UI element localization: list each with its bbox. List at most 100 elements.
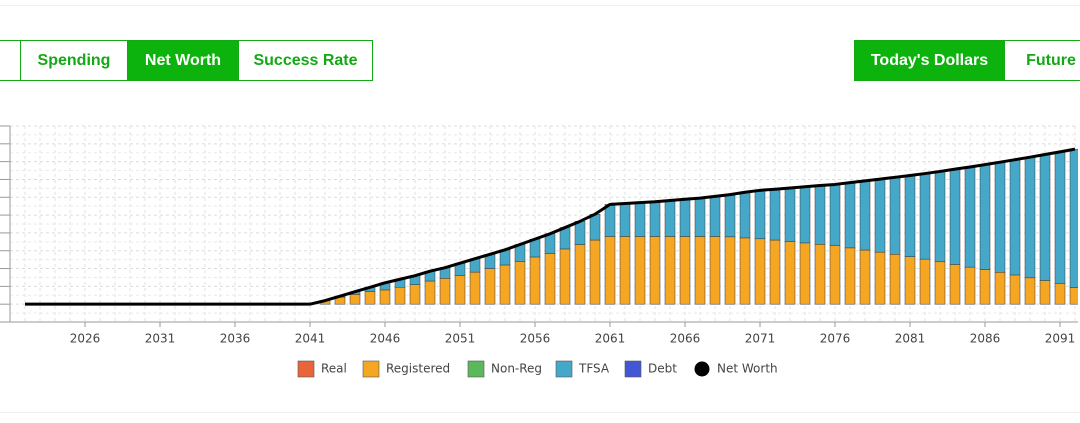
bar	[934, 171, 946, 263]
bar	[604, 204, 616, 237]
bar	[619, 203, 631, 237]
bar	[634, 236, 646, 305]
bar	[529, 256, 541, 305]
bar	[604, 236, 616, 305]
bar	[664, 236, 676, 305]
bar	[934, 261, 946, 305]
bar	[859, 249, 871, 305]
bar	[1069, 148, 1078, 288]
bar	[454, 275, 466, 305]
bar	[1009, 159, 1021, 276]
bar	[844, 182, 856, 249]
bar	[559, 227, 571, 250]
x-tick-label: 2076	[820, 332, 851, 346]
x-tick-label: 2046	[370, 332, 401, 346]
bar	[979, 164, 991, 270]
bar	[949, 168, 961, 265]
x-tick-label: 2056	[520, 332, 551, 346]
legend-label: Registered	[386, 362, 450, 376]
bar	[679, 198, 691, 237]
bar	[724, 236, 736, 305]
bar	[769, 189, 781, 241]
bar	[439, 278, 451, 305]
x-tick-label: 2031	[145, 332, 176, 346]
bar	[679, 236, 691, 305]
bar	[739, 192, 751, 239]
bar	[889, 177, 901, 255]
bar	[754, 238, 766, 305]
bar	[1024, 277, 1036, 305]
bar	[904, 256, 916, 305]
bar	[1069, 287, 1078, 305]
x-tick-label: 2086	[970, 332, 1001, 346]
bar	[949, 264, 961, 305]
bar	[559, 248, 571, 305]
x-tick-label: 2026	[70, 332, 101, 346]
bar	[409, 284, 421, 305]
bar	[574, 244, 586, 305]
bar	[739, 237, 751, 305]
legend-swatch	[467, 360, 485, 378]
toggle-button[interactable]: Success Rate	[238, 40, 373, 81]
bar	[799, 186, 811, 244]
toggle-button[interactable]: Spending	[20, 40, 128, 81]
bar	[424, 280, 436, 305]
bar	[589, 213, 601, 241]
bar	[514, 261, 526, 305]
bar	[544, 253, 556, 305]
bar	[889, 254, 901, 305]
bar	[844, 247, 856, 305]
bar	[649, 236, 661, 305]
bar	[919, 173, 931, 260]
bar	[484, 268, 496, 305]
legend-swatch	[362, 360, 380, 378]
legend-label: TFSA	[578, 362, 610, 376]
bar	[754, 190, 766, 240]
legend-swatch	[624, 360, 642, 378]
bar	[799, 242, 811, 305]
bar	[1039, 154, 1051, 281]
bar	[724, 194, 736, 238]
bar	[364, 291, 376, 305]
bar	[814, 244, 826, 305]
x-tick-label: 2091	[1045, 332, 1076, 346]
bar	[829, 245, 841, 305]
bar	[469, 271, 481, 305]
x-tick-label: 2036	[220, 332, 251, 346]
bar	[349, 294, 361, 305]
bar	[1024, 156, 1036, 279]
bar	[649, 201, 661, 237]
bar	[634, 202, 646, 237]
x-tick-label: 2061	[595, 332, 626, 346]
bar	[994, 272, 1006, 305]
bar	[1039, 280, 1051, 305]
legend-label: Non-Reg	[491, 362, 542, 376]
legend-label: Net Worth	[717, 362, 778, 376]
bar	[379, 289, 391, 305]
x-tick-label: 2071	[745, 332, 776, 346]
net-worth-line	[25, 147, 1076, 306]
bar	[964, 166, 976, 268]
bar	[619, 236, 631, 305]
bar	[1009, 274, 1021, 305]
bottom-rule	[0, 412, 1080, 413]
bar	[499, 264, 511, 305]
bar	[1054, 151, 1066, 284]
bar	[709, 196, 721, 237]
bar	[769, 239, 781, 305]
legend-swatch	[297, 360, 315, 378]
x-tick-label: 2051	[445, 332, 476, 346]
bar	[874, 251, 886, 305]
bar	[709, 236, 721, 305]
bar	[589, 239, 601, 305]
bar	[694, 236, 706, 305]
toggle-button[interactable]: Future D	[1004, 40, 1080, 81]
bar	[979, 269, 991, 305]
x-tick-label: 2066	[670, 332, 701, 346]
legend-label: Debt	[648, 362, 677, 376]
bar	[829, 184, 841, 246]
bar	[814, 185, 826, 245]
